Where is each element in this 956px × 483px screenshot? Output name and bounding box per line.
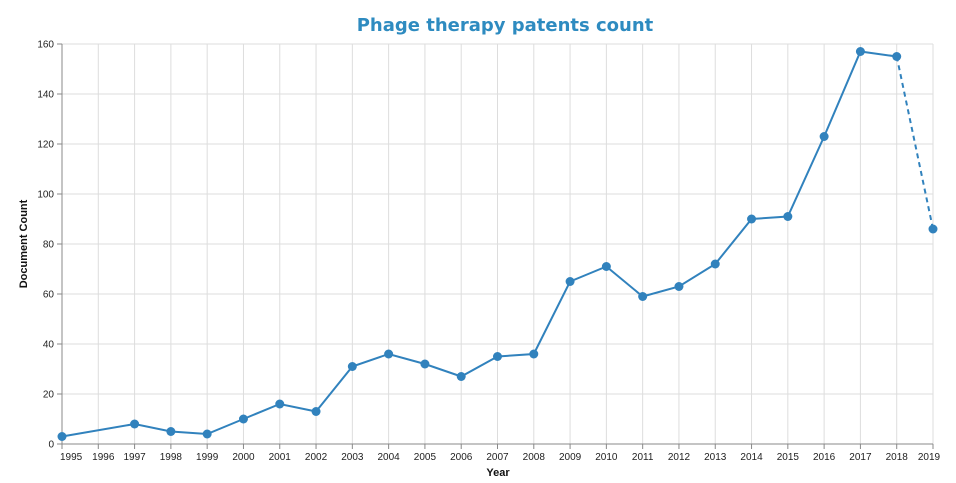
x-tick-label: 2006 (450, 452, 473, 463)
x-tick-label: 2011 (632, 452, 654, 463)
x-tick-label: 2003 (341, 452, 364, 463)
x-tick-label: 2018 (886, 452, 909, 463)
x-tick-label: 2008 (523, 452, 546, 463)
data-point[interactable] (166, 427, 176, 436)
data-point[interactable] (783, 212, 793, 221)
data-point[interactable] (674, 282, 684, 291)
x-tick-label: 1999 (196, 452, 219, 463)
y-tick-label: 0 (48, 440, 54, 451)
data-point[interactable] (565, 277, 575, 286)
data-point[interactable] (311, 407, 321, 416)
data-point[interactable] (892, 52, 902, 61)
x-tick-label: 2015 (777, 452, 800, 463)
data-point[interactable] (529, 349, 539, 359)
x-tick-label: 2016 (813, 452, 836, 463)
axes (57, 43, 934, 449)
data-point[interactable] (819, 132, 829, 141)
y-tick-label: 20 (43, 390, 55, 401)
x-tick-label: 1998 (160, 452, 183, 463)
x-tick-label: 2000 (232, 452, 255, 463)
y-tick-label: 80 (43, 240, 55, 251)
x-tick-label: 2014 (740, 452, 763, 463)
y-tick-label: 120 (37, 140, 54, 151)
data-point[interactable] (493, 352, 502, 361)
data-point[interactable] (456, 372, 466, 381)
data-point[interactable] (238, 414, 248, 424)
chart-title: Phage therapy patents count (357, 15, 654, 36)
x-tick-label: 2002 (305, 452, 328, 463)
data-point[interactable] (384, 349, 394, 359)
data-point[interactable] (601, 262, 611, 271)
data-point[interactable] (57, 432, 67, 441)
y-tick-label: 60 (43, 290, 55, 301)
x-tick-label: 2012 (668, 452, 691, 463)
x-tick-label: 2004 (378, 452, 401, 463)
data-point[interactable] (130, 419, 140, 429)
series-line-projected (895, 56, 934, 230)
x-tick-label: 2007 (486, 452, 509, 463)
y-tick-label: 40 (43, 340, 55, 351)
x-tick-label: 1997 (123, 452, 146, 463)
x-axis-title: Year (486, 467, 510, 479)
data-point[interactable] (202, 429, 212, 439)
data-point[interactable] (275, 399, 285, 409)
y-axis-title: Document Count (18, 199, 30, 288)
grid (61, 43, 934, 445)
data-point[interactable] (638, 292, 648, 301)
data-point[interactable] (710, 259, 720, 269)
y-tick-label: 100 (37, 190, 54, 201)
x-tick-label: 2009 (559, 452, 582, 463)
data-point[interactable] (928, 224, 938, 234)
x-tick-label: 2005 (414, 452, 437, 463)
data-point[interactable] (855, 47, 865, 56)
tick-labels: 1995 1996 1997 1998 1999 2000 2001 2002 2003 2004… (37, 40, 940, 464)
y-tick-label: 140 (37, 90, 54, 101)
x-tick-label: 2019 (918, 452, 941, 463)
y-tick-label: 160 (37, 40, 54, 51)
x-tick-label: 2001 (269, 452, 292, 463)
data-point[interactable] (347, 362, 357, 371)
data-point[interactable] (747, 214, 757, 224)
series (57, 47, 938, 441)
data-point[interactable] (420, 359, 430, 369)
x-tick-label: 2017 (849, 452, 872, 463)
x-tick-label: 2013 (704, 452, 727, 463)
x-tick-label: 2010 (595, 452, 618, 463)
x-tick-label: 1996 (92, 452, 115, 463)
x-tick-label: 1995 (60, 452, 83, 463)
